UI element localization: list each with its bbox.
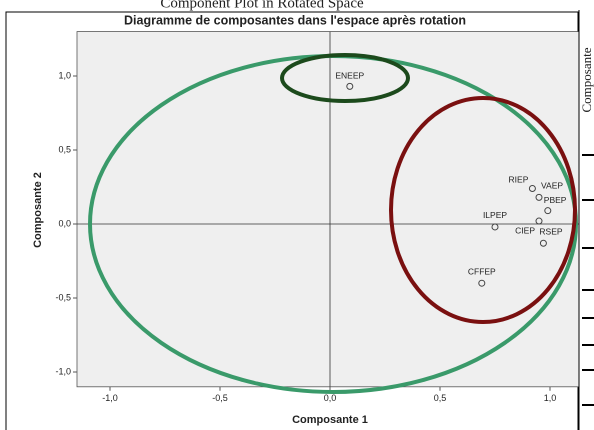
- point: [544, 207, 552, 215]
- x-tick-label: -0,5: [212, 393, 228, 403]
- point-label: RSEP: [539, 226, 562, 236]
- annotation-ellipse: [280, 53, 410, 103]
- y-tick-label: 1,0: [58, 70, 71, 80]
- point-label: VAEP: [541, 181, 563, 191]
- x-tick-label: 1,0: [544, 393, 557, 403]
- chart-title: Diagramme de composantes dans l'espace a…: [124, 13, 466, 27]
- point-label: ENEEP: [335, 71, 364, 81]
- marks: -1,0 -0,5 0,0 0,5 1,0 -1,0 -0,5 0,0 0,5 1,0 ENEEP R…: [55, 31, 583, 403]
- annotation-ellipse: [389, 96, 577, 324]
- x-tick-label: -1,0: [102, 393, 118, 403]
- point: [539, 239, 547, 247]
- y-tick-label: 0,5: [58, 144, 71, 154]
- side-table: Composante: [578, 10, 594, 430]
- point: [535, 217, 543, 225]
- point-label: CFFEP: [468, 266, 496, 276]
- point: [491, 223, 499, 231]
- y-tick-label: -1,0: [55, 366, 71, 376]
- point: [528, 184, 536, 192]
- x-axis-title: Composante 1: [292, 414, 368, 426]
- header-title: Component Plot in Rotated Space: [160, 0, 364, 11]
- point: [478, 279, 486, 287]
- y-axis-title: Composante 2: [32, 172, 44, 248]
- y-tick-label: 0,0: [58, 218, 71, 228]
- x-tick-label: 0,0: [324, 393, 337, 403]
- point-label: ILPEP: [483, 210, 507, 220]
- point: [346, 82, 354, 90]
- point-label: RIEP: [509, 175, 529, 185]
- y-tick-label: -0,5: [55, 292, 71, 302]
- point: [535, 193, 543, 201]
- x-tick-label: 0,5: [434, 393, 447, 403]
- point-label: PBEP: [544, 195, 567, 205]
- side-panel: [579, 10, 594, 430]
- point-label: CIEP: [515, 225, 535, 235]
- side-label: Composante: [579, 47, 594, 112]
